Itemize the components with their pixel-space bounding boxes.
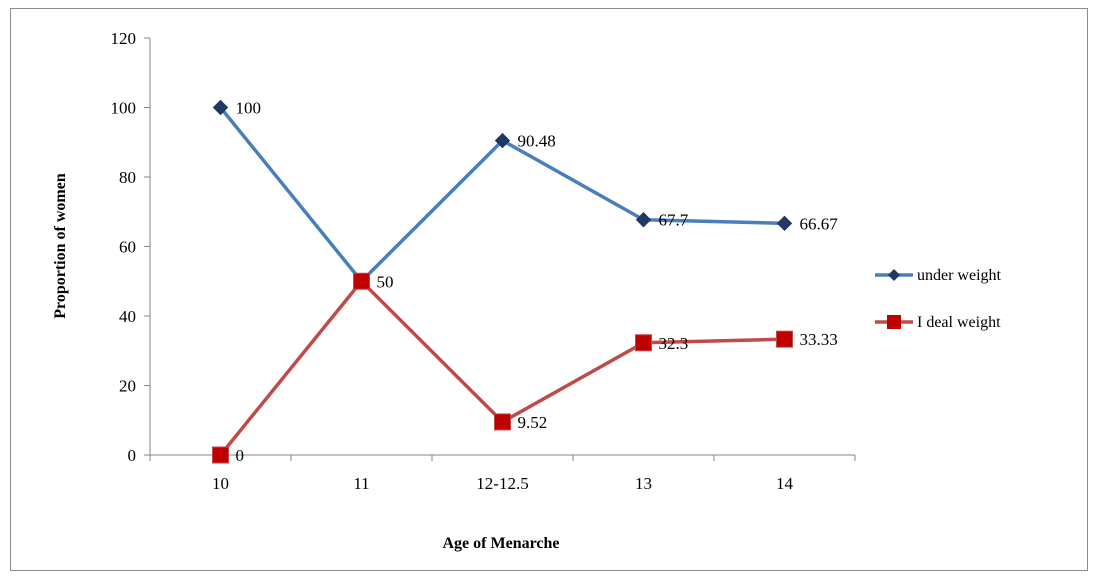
y-tick-label: 100 <box>111 99 137 118</box>
data-point-diamond <box>776 215 793 232</box>
legend-marker-square <box>887 315 901 329</box>
x-axis: 10 11 12-12.5 13 14 <box>149 454 856 493</box>
legend-marker-diamond <box>888 269 900 281</box>
y-axis: 0 20 40 60 80 100 120 <box>111 29 151 465</box>
y-tick-label: 60 <box>119 238 136 257</box>
data-label: 66.67 <box>800 214 839 233</box>
data-point-diamond <box>635 212 652 228</box>
legend: under weight I deal weight <box>875 267 1002 331</box>
data-label: 32.3 <box>659 334 689 353</box>
data-point-square <box>212 446 229 464</box>
y-tick-label: 120 <box>111 29 137 48</box>
legend-label: under weight <box>917 267 1002 284</box>
y-tick-label: 0 <box>128 446 137 465</box>
data-label: 9.52 <box>518 413 548 432</box>
data-point-diamond <box>494 132 511 149</box>
y-tick-label: 40 <box>119 307 136 326</box>
y-tick-label: 20 <box>119 377 136 396</box>
x-tick-label: 14 <box>776 474 794 493</box>
series-layer <box>212 99 793 464</box>
legend-label: I deal weight <box>917 314 1001 331</box>
data-point-square <box>776 330 793 348</box>
data-point-square <box>635 334 652 352</box>
data-label: 90.48 <box>518 132 556 151</box>
data-label: 100 <box>236 99 262 118</box>
y-tick-label: 80 <box>119 168 136 187</box>
x-axis-title: Age of Menarche <box>443 535 560 552</box>
x-tick-label: 11 <box>353 474 369 493</box>
data-label: 0 <box>236 446 245 465</box>
data-label: 33.33 <box>800 330 838 349</box>
data-label: 67.7 <box>659 211 689 230</box>
data-labels: 100 50 90.48 67.7 66.67 0 9.52 32.3 33.33 <box>236 99 839 466</box>
chart-frame <box>10 8 1088 571</box>
data-point-square <box>494 413 511 431</box>
x-tick-label: 13 <box>635 474 652 493</box>
x-tick-label: 10 <box>212 474 229 493</box>
data-label: 50 <box>377 272 394 291</box>
x-tick-label: 12-12.5 <box>476 474 528 493</box>
data-point-square <box>353 272 370 290</box>
y-axis-title: Proportion of women <box>52 173 69 319</box>
data-point-diamond <box>212 99 229 116</box>
